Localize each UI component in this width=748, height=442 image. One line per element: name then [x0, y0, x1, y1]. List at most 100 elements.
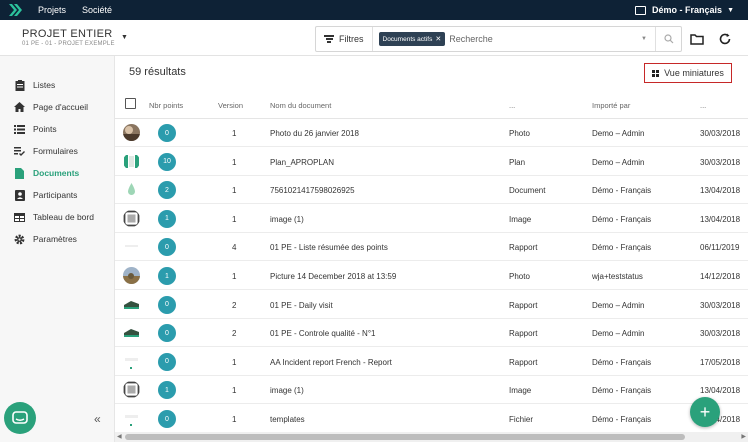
document-name-cell[interactable]: 7561021417598026925: [270, 186, 355, 196]
chip-close-icon[interactable]: ✕: [435, 36, 442, 43]
version-cell: 1: [232, 386, 237, 396]
sidebar-item-label: Points: [33, 124, 57, 134]
chat-icon: [12, 411, 28, 424]
collapse-sidebar-icon[interactable]: «: [94, 412, 101, 426]
type-cell: Rapport: [509, 329, 538, 339]
type-cell: Document: [509, 186, 546, 196]
points-badge: 0: [158, 124, 176, 142]
user-name: Démo - Français: [652, 5, 723, 15]
table-row[interactable]: 1 1 image (1) Image Démo - Français 13/04/201…: [115, 205, 748, 233]
contacts-icon: [14, 189, 25, 201]
document-name-cell[interactable]: image (1): [270, 214, 304, 224]
col-header-name[interactable]: Nom du document: [270, 101, 332, 110]
document-name-cell[interactable]: AA Incident report French - Report: [270, 357, 392, 367]
horizontal-scrollbar[interactable]: ◀ ▶: [115, 432, 748, 442]
document-name-cell[interactable]: Plan_APROPLAN: [270, 157, 335, 167]
document-thumbnail[interactable]: [123, 238, 140, 256]
document-thumbnail[interactable]: [123, 152, 140, 170]
chat-button[interactable]: [4, 402, 36, 434]
col-header-imported-by[interactable]: Importé par: [592, 101, 631, 110]
filter-chip-documents-actifs: Documents actifs ✕: [378, 32, 446, 46]
search-button[interactable]: [655, 27, 681, 51]
nav-projets[interactable]: Projets: [38, 5, 67, 15]
table-row[interactable]: 0 2 01 PE - Controle qualité - N°1 Rapport D…: [115, 319, 748, 348]
scroll-left-icon[interactable]: ◀: [117, 434, 122, 440]
thumbnail-view-button[interactable]: Vue miniatures: [644, 63, 732, 83]
imported-by-cell: wja+teststatus: [592, 272, 643, 281]
user-menu[interactable]: Démo - Français ▼: [635, 5, 734, 15]
document-thumbnail[interactable]: [123, 324, 140, 342]
col-header-points[interactable]: Nbr points: [149, 101, 184, 110]
sidebar-item-formulaires[interactable]: Formulaires: [14, 144, 78, 158]
scrollbar-thumb[interactable]: [125, 434, 685, 440]
document-thumbnail[interactable]: [123, 295, 140, 313]
table-row[interactable]: 0 4 01 PE - Liste résumée des points Rappor…: [115, 233, 748, 262]
table-row[interactable]: 1 1 image (1) Image Démo - Français 13/04/201…: [115, 376, 748, 405]
date-cell: 13/04/2018: [700, 186, 741, 196]
points-badge: 10: [158, 152, 176, 171]
search-dropdown-chevron-icon[interactable]: ▼: [641, 36, 647, 42]
type-cell: Rapport: [509, 300, 538, 310]
select-all-checkbox[interactable]: [125, 98, 136, 109]
add-document-button[interactable]: +: [690, 397, 720, 427]
results-count: 59 résultats: [129, 66, 186, 78]
imported-by-cell: Demo – Admin: [592, 300, 645, 310]
project-chevron-down-icon[interactable]: ▼: [121, 34, 128, 41]
document-name-cell[interactable]: 01 PE - Controle qualité - N°1: [270, 329, 376, 339]
sidebar-item-accueil[interactable]: Page d'accueil: [14, 100, 88, 114]
document-thumbnail[interactable]: [123, 381, 140, 399]
document-name-cell[interactable]: 01 PE - Liste résumée des points: [270, 243, 388, 253]
sidebar-item-label: Listes: [33, 80, 56, 90]
col-header-type[interactable]: ...: [509, 101, 516, 110]
grid-icon: [652, 69, 660, 77]
table-row[interactable]: 0 1 templates Fichier Démo - Français 13/04/2…: [115, 405, 748, 433]
document-name-cell[interactable]: image (1): [270, 386, 304, 396]
date-cell: 13/04/2018: [700, 214, 741, 224]
document-name-cell[interactable]: Picture 14 December 2018 at 13:59: [270, 272, 397, 281]
points-badge: 0: [158, 324, 176, 343]
document-name-cell[interactable]: templates: [270, 415, 305, 424]
date-cell: 06/11/2019: [700, 243, 740, 253]
search-input[interactable]: [449, 34, 630, 44]
sidebar-item-participants[interactable]: Participants: [14, 188, 77, 202]
imported-by-cell: Démo - Français: [592, 415, 652, 424]
document-thumbnail[interactable]: [123, 124, 140, 141]
points-badge: 0: [158, 238, 176, 257]
imported-by-cell: Démo - Français: [592, 386, 652, 396]
document-thumbnail[interactable]: [123, 410, 140, 427]
table-row[interactable]: 10 1 Plan_APROPLAN Plan Demo – Admin 30/03/20…: [115, 148, 748, 176]
type-cell: Rapport: [509, 243, 538, 253]
document-thumbnail[interactable]: [123, 352, 140, 370]
folder-icon[interactable]: [690, 32, 704, 46]
scroll-right-icon[interactable]: ▶: [741, 434, 746, 440]
sidebar-item-documents[interactable]: Documents: [14, 166, 79, 180]
sidebar-item-listes[interactable]: Listes: [14, 78, 55, 92]
col-header-version[interactable]: Version: [218, 101, 244, 110]
chevron-down-icon: ▼: [727, 6, 734, 14]
imported-by-cell: Démo - Français: [592, 186, 652, 196]
table-row[interactable]: 0 2 01 PE - Daily visit Rapport Demo – Admin…: [115, 291, 748, 319]
filters-label: Filtres: [339, 34, 364, 44]
document-thumbnail[interactable]: [123, 209, 140, 227]
project-title[interactable]: PROJET ENTIER: [22, 28, 113, 40]
nav-societe[interactable]: Société: [82, 5, 113, 15]
refresh-icon[interactable]: [718, 32, 732, 46]
sidebar-item-tableau-de-bord[interactable]: Tableau de bord: [14, 210, 94, 224]
date-cell: 13/04/2018: [700, 386, 741, 396]
table-row[interactable]: 0 1 AA Incident report French - Report Rapp…: [115, 348, 748, 376]
filters-button[interactable]: Filtres: [316, 27, 373, 51]
sidebar-item-label: Page d'accueil: [33, 102, 89, 112]
document-name-cell[interactable]: Photo du 26 janvier 2018: [270, 129, 359, 138]
sidebar-item-parametres[interactable]: Paramètres: [14, 232, 77, 246]
table-row[interactable]: 0 1 Photo du 26 janvier 2018 Photo Demo – Ad…: [115, 119, 748, 147]
table-row[interactable]: 2 1 7561021417598026925 Document Démo - Fran…: [115, 176, 748, 205]
col-header-date[interactable]: ...: [700, 101, 707, 110]
document-name-cell[interactable]: 01 PE - Daily visit: [270, 300, 333, 310]
sidebar-item-points[interactable]: Points: [14, 122, 57, 136]
document-thumbnail[interactable]: [123, 181, 140, 199]
document-thumbnail[interactable]: [123, 267, 140, 284]
type-cell: Fichier: [509, 415, 534, 424]
table-row[interactable]: 1 1 Picture 14 December 2018 at 13:59 Photo…: [115, 262, 748, 290]
app-logo-icon[interactable]: [8, 3, 22, 17]
sidebar-item-label: Formulaires: [33, 146, 78, 156]
